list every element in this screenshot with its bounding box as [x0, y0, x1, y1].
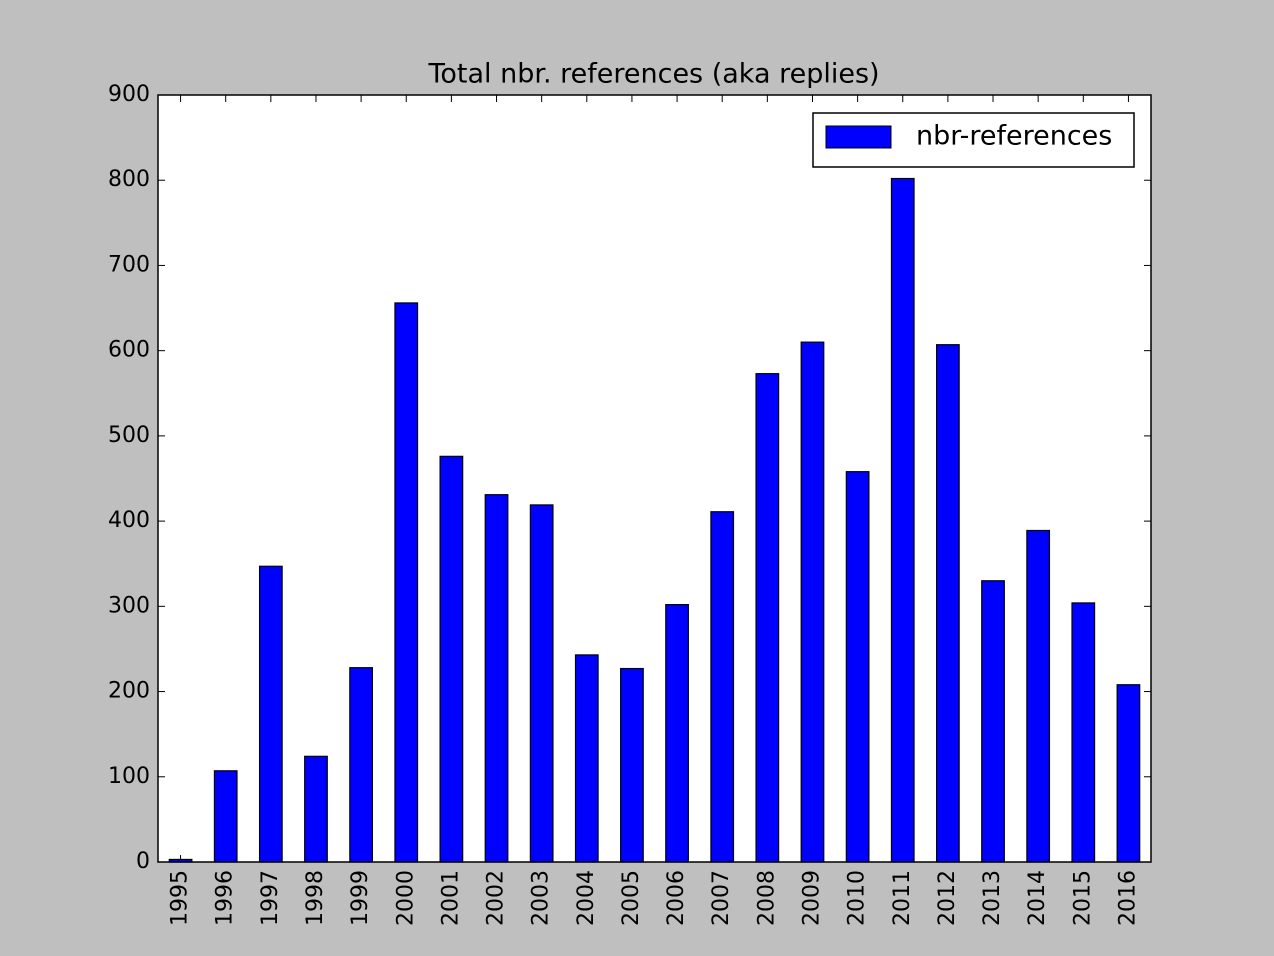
x-tick-label: 2007 [709, 870, 734, 926]
bar [439, 455, 464, 863]
bar [620, 667, 644, 863]
x-tick-label: 1995 [168, 870, 193, 926]
y-tick-label: 600 [108, 338, 150, 363]
y-tick-label: 100 [108, 764, 150, 789]
bar [710, 511, 735, 863]
x-tick-label: 2010 [845, 870, 870, 926]
x-tick-label: 2009 [799, 870, 824, 926]
y-tick-label: 300 [108, 593, 150, 618]
bar [1116, 684, 1141, 863]
bar [755, 373, 780, 863]
bar [890, 177, 915, 863]
chart-title: Total nbr. references (aka replies) [427, 59, 879, 90]
legend-label: nbr-references [916, 121, 1112, 152]
x-tick-label: 2001 [438, 870, 463, 926]
x-tick-label: 1997 [258, 870, 283, 926]
y-tick-label: 900 [108, 82, 150, 107]
bar [304, 755, 328, 863]
bar [484, 494, 509, 863]
legend-swatch [825, 125, 892, 149]
y-tick-label: 400 [108, 508, 150, 533]
x-tick-label: 2011 [890, 870, 915, 926]
x-tick-label: 1996 [213, 870, 238, 926]
y-tick-label: 700 [108, 252, 150, 277]
x-tick-label: 2006 [664, 870, 689, 926]
bar [349, 667, 373, 863]
y-tick-label: 500 [108, 423, 150, 448]
x-tick-label: 2004 [574, 870, 599, 926]
bar [800, 341, 825, 863]
x-tick-label: 2005 [619, 870, 644, 926]
bar [1071, 602, 1096, 863]
x-tick-label: 2000 [393, 870, 418, 926]
x-tick-label: 2013 [980, 870, 1005, 926]
x-tick-label: 2008 [754, 870, 779, 926]
x-tick-label: 2002 [484, 870, 509, 926]
bar [845, 471, 870, 863]
x-tick-label: 2016 [1115, 870, 1140, 926]
x-tick-label: 2014 [1025, 870, 1050, 926]
bar [1026, 529, 1051, 863]
bar [394, 302, 419, 863]
bar [213, 770, 238, 863]
bar [258, 565, 283, 863]
x-tick-label: 2015 [1070, 870, 1095, 926]
y-tick-label: 0 [136, 849, 150, 874]
bar [936, 344, 960, 863]
bar [574, 654, 599, 863]
x-tick-label: 1998 [303, 870, 328, 926]
x-tick-label: 1999 [348, 870, 373, 926]
plot-frame [157, 94, 1152, 863]
bar [529, 504, 554, 863]
y-tick-label: 800 [108, 167, 150, 192]
bar [665, 604, 689, 863]
x-tick-label: 2003 [529, 870, 554, 926]
bar [981, 580, 1005, 863]
y-tick-label: 200 [108, 679, 150, 704]
x-tick-label: 2012 [935, 870, 960, 926]
